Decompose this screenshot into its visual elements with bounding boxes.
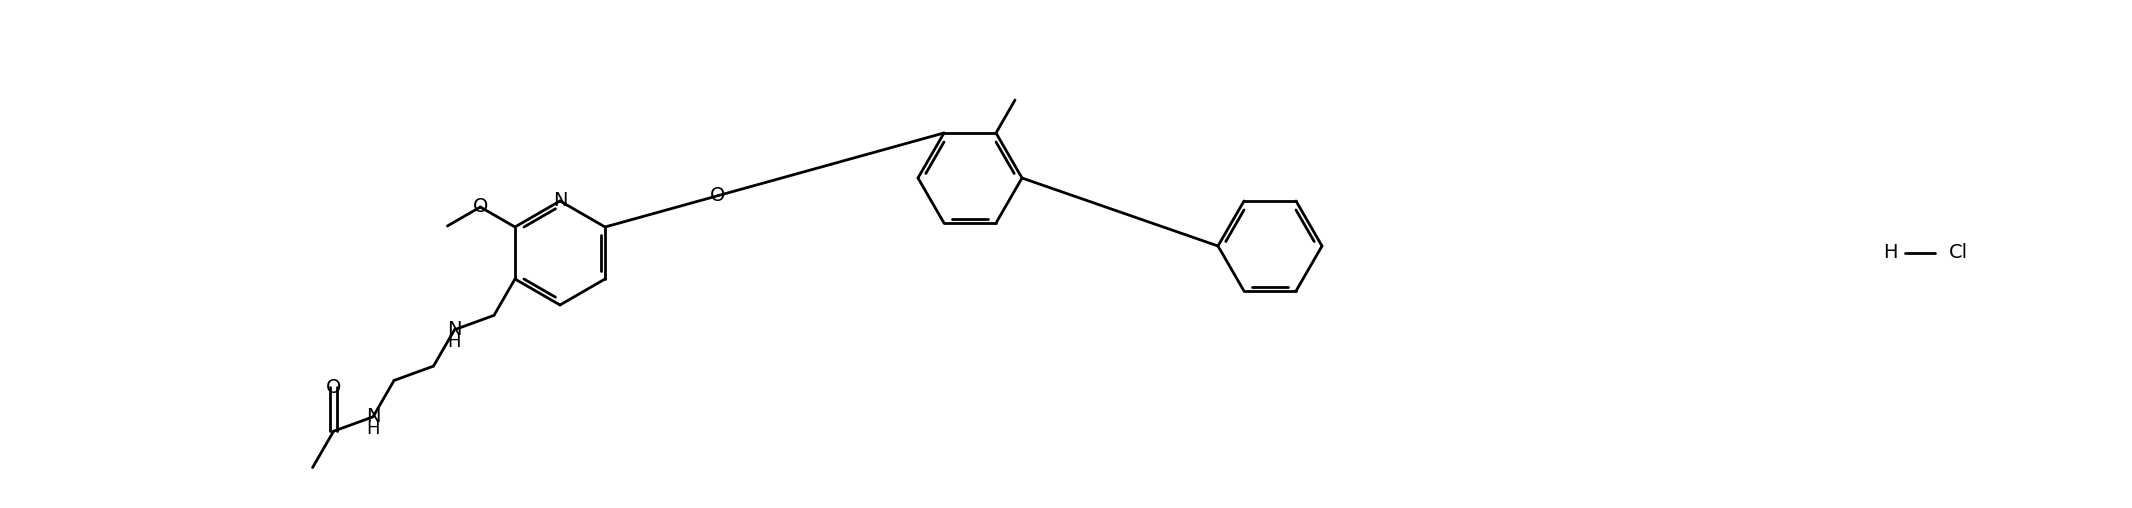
Text: H: H: [367, 420, 379, 438]
Text: N: N: [367, 407, 379, 426]
Text: O: O: [326, 378, 341, 397]
Text: H: H: [448, 333, 461, 351]
Text: Cl: Cl: [1949, 243, 1968, 263]
Text: H: H: [1883, 243, 1897, 263]
Text: N: N: [448, 320, 463, 339]
Text: O: O: [473, 198, 488, 216]
Text: N: N: [552, 190, 567, 209]
Text: O: O: [710, 186, 725, 205]
